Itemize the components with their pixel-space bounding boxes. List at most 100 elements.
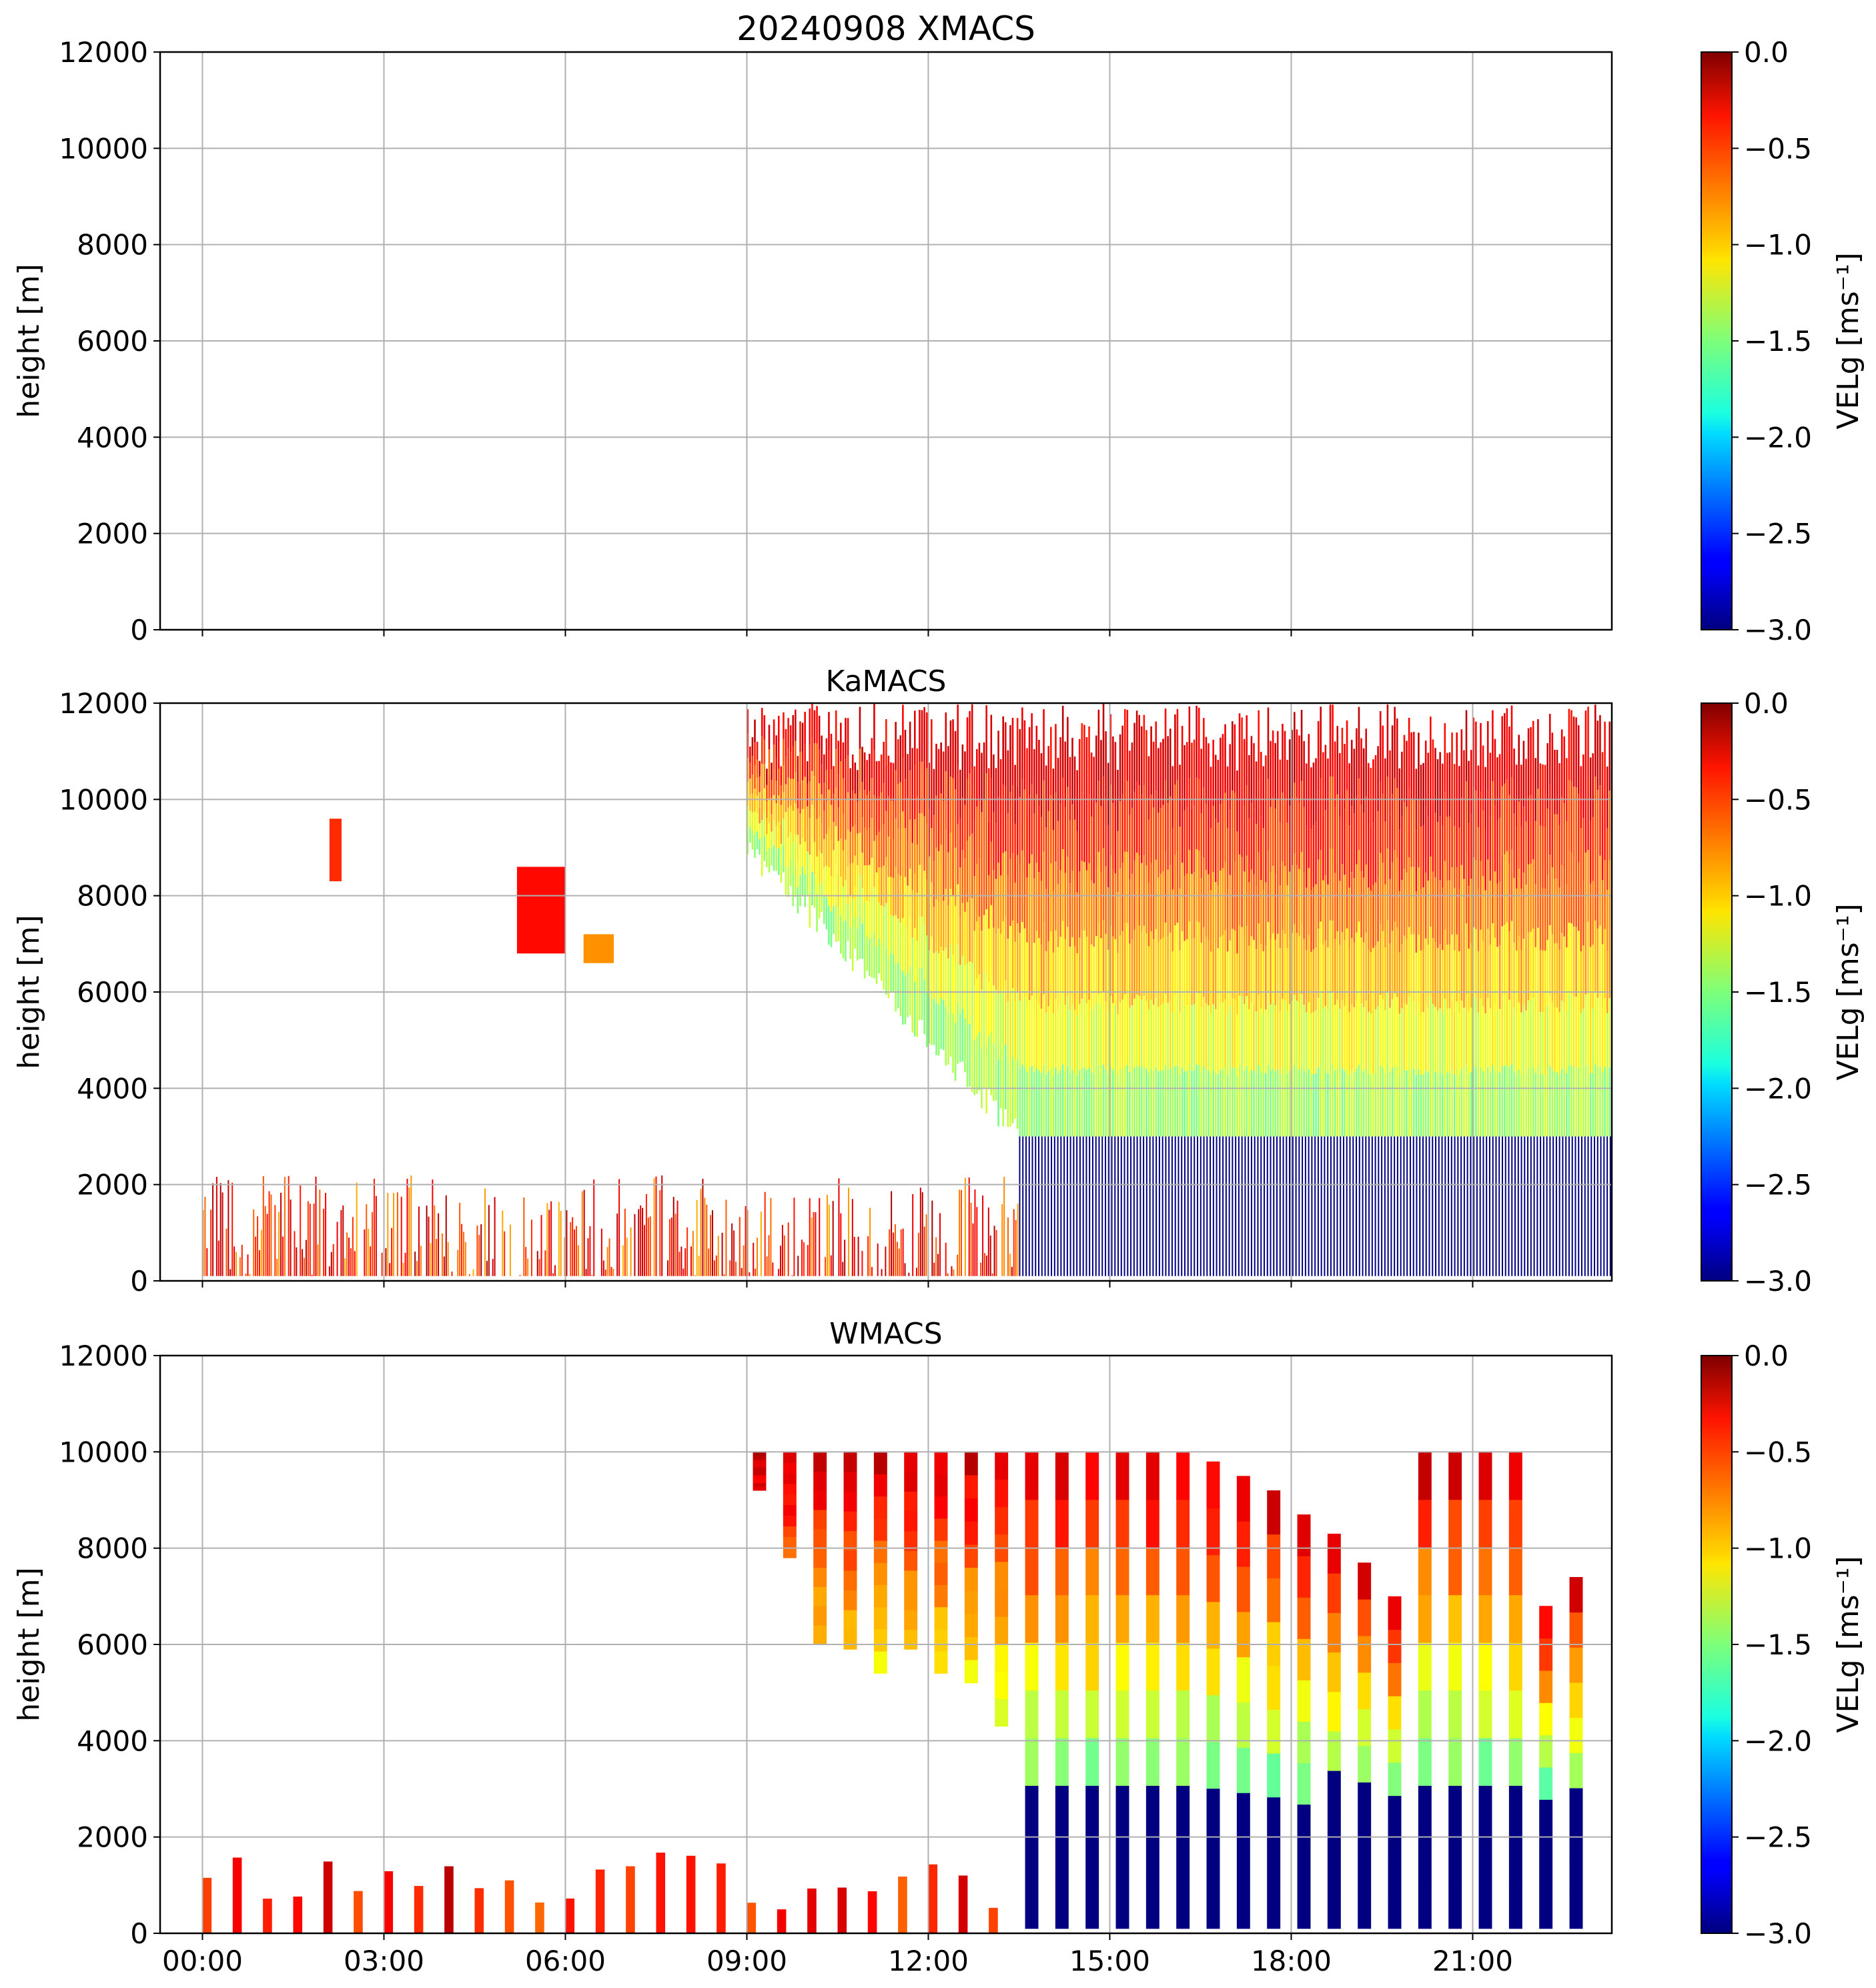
- data-cell-ice-cloud: [849, 863, 851, 896]
- data-cell-ice-cloud: [1448, 1008, 1451, 1073]
- data-cell-ice-cloud: [1294, 783, 1296, 854]
- data-cell-ice-cloud: [890, 953, 892, 992]
- data-cell-low-clutter: [352, 1217, 354, 1276]
- data-cell-ice-cloud: [1539, 763, 1542, 826]
- data-cell-ice-cloud: [1078, 805, 1081, 872]
- data-cell-ice-cloud: [1618, 923, 1620, 995]
- data-cell-ice-cloud: [1270, 873, 1272, 939]
- data-cell-ice-cloud: [847, 903, 849, 941]
- data-cell-ice-cloud: [1294, 712, 1296, 783]
- data-cell-ice-cloud: [1071, 871, 1073, 937]
- data-profile-segment: [1297, 1638, 1311, 1680]
- data-cell-ice-cloud: [1496, 757, 1498, 821]
- data-cell-low-clutter: [947, 1273, 949, 1276]
- data-cell-low-clutter: [375, 1195, 377, 1276]
- data-cell-rain: [1063, 1136, 1065, 1276]
- data-cell-ice-cloud: [777, 822, 780, 849]
- data-cell-ice-cloud: [1276, 730, 1279, 799]
- data-cell-ice-cloud: [1033, 749, 1035, 814]
- data-profile-segment: [1236, 1521, 1250, 1567]
- data-cell-ice-cloud: [997, 797, 999, 863]
- data-cell-early-patch-3: [583, 934, 614, 963]
- data-cell-ice-cloud: [1291, 1068, 1294, 1137]
- data-cell-rain: [1336, 1136, 1338, 1276]
- data-cell-ice-cloud: [1147, 1009, 1150, 1073]
- data-cell-ice-cloud: [1348, 1074, 1350, 1137]
- data-cell-rain: [1441, 1136, 1443, 1276]
- data-profile-segment: [1327, 1889, 1341, 1929]
- data-cell-ice-cloud: [1315, 884, 1317, 948]
- data-cell-ice-cloud: [1563, 1069, 1566, 1137]
- data-cell-ice-cloud: [1102, 776, 1105, 849]
- data-cell-ice-cloud: [878, 796, 880, 832]
- data-cell-low-clutter: [749, 1272, 751, 1276]
- data-profile-segment: [1236, 1838, 1250, 1884]
- data-cell-ice-cloud: [1594, 992, 1596, 1065]
- data-cell-ice-cloud: [1093, 1073, 1095, 1137]
- data-cell-rain: [1616, 1137, 1617, 1276]
- data-cell-ice-cloud: [1456, 732, 1458, 800]
- data-cell-ice-cloud: [1203, 997, 1205, 1067]
- data-cell-ice-cloud: [1534, 947, 1537, 1011]
- data-cell-low-clutter: [492, 1259, 494, 1276]
- data-cell-low-clutter: [406, 1178, 408, 1276]
- data-cell-ice-cloud: [1513, 1007, 1515, 1072]
- data-cell-ice-cloud: [1422, 763, 1424, 826]
- data-cell-ice-cloud: [1253, 742, 1255, 809]
- data-cell-ice-cloud: [1379, 853, 1382, 924]
- data-cell-low-clutter: [212, 1183, 214, 1276]
- data-cell-ice-cloud: [1508, 931, 1510, 1000]
- data-cell-ice-cloud: [1229, 1071, 1231, 1137]
- data-profile-segment: [1508, 1738, 1522, 1786]
- data-cell-ice-cloud: [1291, 1001, 1294, 1069]
- data-cell-ice-cloud: [809, 855, 811, 891]
- data-cell-ice-cloud: [837, 807, 840, 841]
- data-profile-segment: [1418, 1642, 1432, 1691]
- data-low-echo: [384, 1871, 394, 1933]
- data-cell-low-clutter: [215, 1177, 217, 1276]
- data-cell-ice-cloud: [1412, 1001, 1415, 1069]
- data-cell-ice-cloud: [1181, 794, 1184, 863]
- data-cell-ice-cloud: [1308, 935, 1310, 1003]
- data-cell-ice-cloud: [873, 795, 875, 841]
- data-cell-low-clutter: [258, 1250, 260, 1276]
- data-cell-ice-cloud: [1570, 994, 1572, 1066]
- data-cell-low-clutter: [426, 1205, 428, 1276]
- data-cell-ice-cloud: [1140, 795, 1143, 863]
- data-profile-segment: [1267, 1709, 1281, 1754]
- data-cell-ice-cloud: [1649, 1066, 1651, 1137]
- data-cell-ice-cloud: [880, 943, 883, 981]
- data-cell-ice-cloud: [995, 768, 997, 824]
- data-cell-low-clutter: [867, 1236, 869, 1276]
- data-cell-low-clutter: [666, 1260, 668, 1276]
- data-cell-ice-cloud: [1587, 850, 1589, 922]
- colorbar-ticks: 0.0−0.5−1.0−1.5−2.0−2.5−3.0: [1732, 36, 1812, 646]
- data-cell-low-clutter: [391, 1227, 393, 1276]
- data-cell-ice-cloud: [1339, 753, 1341, 817]
- data-cell-ice-cloud: [1577, 1067, 1580, 1137]
- data-profile-segment: [1055, 1833, 1069, 1881]
- data-cell-ice-cloud: [1412, 867, 1415, 935]
- data-cell-low-clutter: [896, 1241, 898, 1276]
- data-profile-segment: [1055, 1547, 1069, 1596]
- data-cell-ice-cloud: [1236, 892, 1238, 954]
- data-cell-ice-cloud: [1470, 879, 1472, 943]
- data-cell-ice-cloud: [1286, 1073, 1288, 1137]
- data-cell-ice-cloud: [813, 809, 816, 842]
- data-cell-ice-cloud: [1391, 725, 1394, 795]
- data-cell-rain: [1651, 1137, 1653, 1276]
- y-tick-label: 4000: [77, 421, 148, 454]
- data-cell-low-clutter: [815, 1212, 817, 1276]
- data-cell-ice-cloud: [1298, 1069, 1300, 1137]
- data-cell-ice-cloud: [1212, 805, 1214, 873]
- data-cell-ice-cloud: [919, 916, 921, 969]
- data-cell-low-clutter: [217, 1240, 219, 1276]
- data-cell-ice-cloud: [1200, 878, 1203, 943]
- data-cell-ice-cloud: [1310, 1075, 1312, 1137]
- data-profile-segment: [1055, 1881, 1069, 1929]
- data-cell-ice-cloud: [1616, 720, 1618, 790]
- data-cell-ice-cloud: [771, 814, 773, 832]
- data-cell-ice-cloud: [1427, 817, 1430, 881]
- data-cell-ice-cloud: [1637, 729, 1639, 797]
- data-cell-ice-cloud: [966, 779, 969, 841]
